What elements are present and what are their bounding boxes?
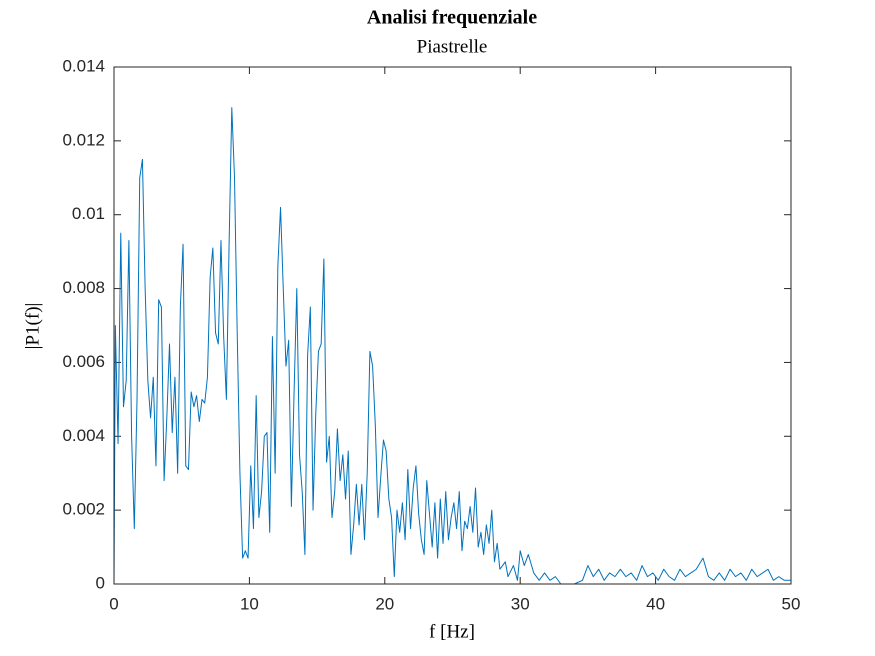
y-tick-label: 0.01 xyxy=(72,204,105,223)
x-axis-label: f [Hz] xyxy=(429,621,475,642)
x-tick-label: 40 xyxy=(646,594,665,613)
y-tick-label: 0.014 xyxy=(62,56,105,75)
y-tick-label: 0.012 xyxy=(62,130,105,149)
chart-subtitle: Piastrelle xyxy=(417,36,488,57)
x-tick-label: 10 xyxy=(240,594,259,613)
y-tick-label: 0 xyxy=(96,573,105,592)
y-tick-label: 0.008 xyxy=(62,278,105,297)
axes-box xyxy=(113,66,792,585)
y-tick-label: 0.004 xyxy=(62,426,105,445)
data-line xyxy=(113,107,791,585)
x-tick-label: 30 xyxy=(511,594,530,613)
chart-title: Analisi frequenziale xyxy=(367,7,537,29)
x-tick-label: 20 xyxy=(375,594,394,613)
y-tick-label: 0.006 xyxy=(62,352,105,371)
x-tick-label: 50 xyxy=(782,594,801,613)
x-tick-label: 0 xyxy=(109,594,118,613)
y-axis-label: |P1(f)| xyxy=(22,303,43,350)
y-tick-label: 0.002 xyxy=(62,500,105,519)
